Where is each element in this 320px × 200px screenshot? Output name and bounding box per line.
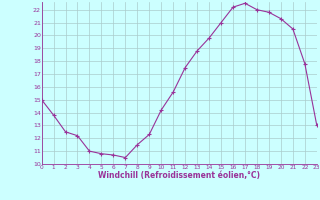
X-axis label: Windchill (Refroidissement éolien,°C): Windchill (Refroidissement éolien,°C) [98,171,260,180]
